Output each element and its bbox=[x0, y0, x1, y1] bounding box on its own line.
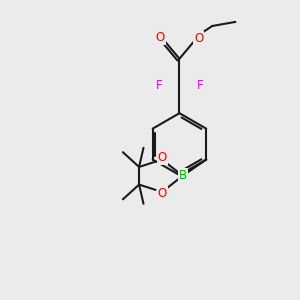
Text: F: F bbox=[155, 79, 162, 92]
Text: O: O bbox=[156, 31, 165, 44]
Text: O: O bbox=[194, 32, 203, 45]
Text: O: O bbox=[158, 187, 167, 200]
Text: B: B bbox=[178, 169, 187, 182]
Text: O: O bbox=[158, 151, 167, 164]
Text: F: F bbox=[197, 79, 203, 92]
